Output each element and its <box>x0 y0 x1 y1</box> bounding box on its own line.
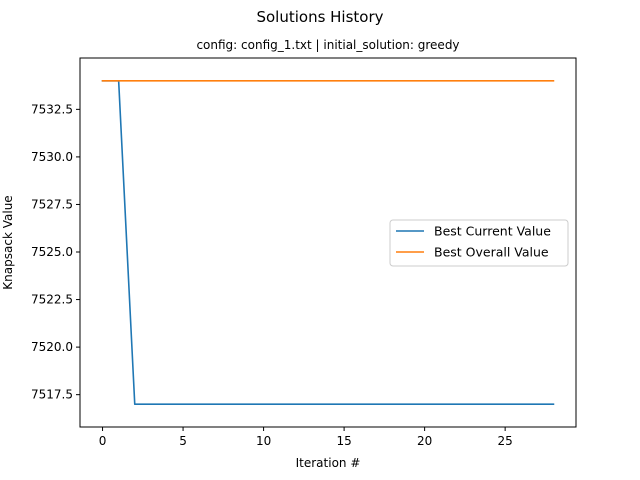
legend-label-1: Best Current Value <box>434 224 551 239</box>
x-axis-label: Iteration # <box>296 456 361 470</box>
x-axis-ticks: 0 5 10 15 20 25 <box>99 427 513 448</box>
series-lines <box>101 80 555 405</box>
axes-frame <box>79 57 577 428</box>
y-tick-label: 7522.5 <box>31 293 73 307</box>
legend: Best Current Value Best Overall Value <box>389 219 569 267</box>
x-tick-label: 0 <box>99 434 107 448</box>
chart-subtitle: config: config_1.txt | initial_solution:… <box>196 38 459 52</box>
figure-title: Solutions History <box>256 8 383 26</box>
y-tick-label: 7527.5 <box>31 197 73 211</box>
x-tick-label: 15 <box>336 434 351 448</box>
x-tick-label: 5 <box>179 434 187 448</box>
y-axis-ticks: 7517.5 7520.0 7522.5 7525.0 7527.5 7530.0 7532… <box>31 102 80 402</box>
y-axis-label: Knapsack Value <box>1 195 15 289</box>
y-tick-label: 7517.5 <box>31 388 73 402</box>
y-tick-label: 7530.0 <box>31 150 73 164</box>
y-tick-label: 7532.5 <box>31 102 73 116</box>
x-tick-label: 25 <box>498 434 513 448</box>
x-tick-label: 20 <box>417 434 432 448</box>
plot-area: 0 5 10 15 20 25 7517.5 7520.0 7522.5 7525.0 7527.… <box>31 57 577 448</box>
legend-box <box>389 219 569 267</box>
y-tick-label: 7525.0 <box>31 245 73 259</box>
x-tick-label: 10 <box>256 434 271 448</box>
legend-label-2: Best Overall Value <box>434 245 549 260</box>
y-tick-label: 7520.0 <box>31 340 73 354</box>
